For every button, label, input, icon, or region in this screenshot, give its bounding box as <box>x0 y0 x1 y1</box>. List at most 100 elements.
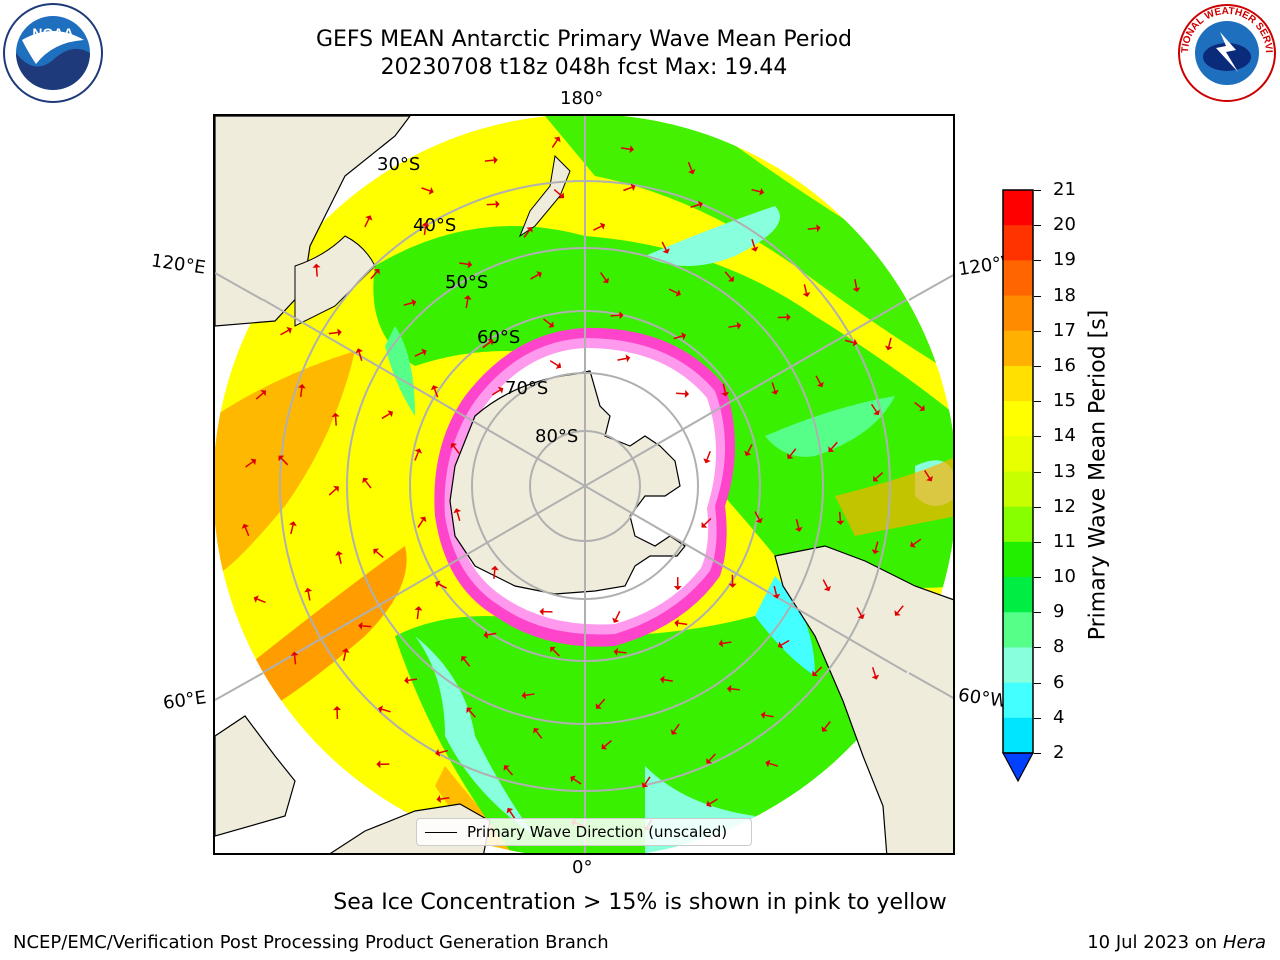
colorbar <box>1002 189 1034 783</box>
wave-direction-arrow <box>312 263 321 277</box>
colorbar-band <box>1003 577 1033 613</box>
wave-direction-arrows <box>241 136 933 831</box>
colorbar-tick-label: 4 <box>1053 706 1065 728</box>
wave-direction-arrow <box>612 610 621 623</box>
colorbar-tick <box>1034 190 1041 191</box>
lat-label-30: 30°S <box>377 154 420 175</box>
noaa-logo: NOAA <box>3 3 103 103</box>
wave-direction-arrow <box>873 471 884 482</box>
polar-map: 30°S 40°S 50°S 60°S 70°S 80°S <box>213 114 955 855</box>
map-svg: 30°S 40°S 50°S 60°S 70°S 80°S <box>215 116 953 853</box>
wave-direction-arrow <box>641 776 651 788</box>
wave-direction-arrow <box>304 587 313 601</box>
wave-direction-arrow <box>690 200 703 209</box>
colorbar-tick-label: 9 <box>1053 601 1065 623</box>
graticule <box>215 116 953 853</box>
wave-direction-arrow <box>595 698 606 709</box>
wave-direction-arrow <box>794 519 803 532</box>
wave-direction-arrow <box>750 238 759 252</box>
wave-direction-arrow <box>836 511 845 525</box>
wave-direction-arrow <box>484 156 498 165</box>
wave-direction-arrow <box>871 541 880 555</box>
wave-direction-arrow <box>503 765 514 776</box>
lat-label-60: 60°S <box>477 327 520 348</box>
colorbar-tick <box>1034 330 1041 332</box>
wave-direction-arrow <box>482 339 494 349</box>
colorbar-band <box>1003 225 1033 261</box>
colorbar-tick-label: 8 <box>1053 636 1065 658</box>
lon-label-60e: 60°E <box>161 687 208 714</box>
sea-ice-note: Sea Ice Concentration > 15% is shown in … <box>333 890 947 915</box>
colorbar-band <box>1003 717 1033 754</box>
colorbar-tick <box>1034 577 1041 579</box>
colorbar-band <box>1003 612 1033 648</box>
lon-label-120e: 120°E <box>149 250 207 279</box>
wave-direction-arrow <box>670 723 680 735</box>
wave-direction-arrow <box>771 382 779 395</box>
wave-direction-arrow <box>760 711 774 720</box>
wave-direction-arrow <box>289 521 297 535</box>
wave-direction-arrow <box>914 401 925 412</box>
wave-direction-arrow <box>373 548 384 558</box>
wave-direction-arrow <box>623 183 636 192</box>
footer-credit: NCEP/EMC/Verification Post Processing Pr… <box>13 932 609 953</box>
wave-direction-arrow <box>414 448 423 461</box>
chart-subtitle: 20230708 t18z 048h fcst Max: 19.44 <box>380 55 788 80</box>
wave-direction-arrow <box>765 759 779 768</box>
colorbar-tick <box>1034 506 1041 508</box>
wave-direction-arrow <box>459 260 473 269</box>
colorbar-tick <box>1034 401 1041 403</box>
wave-direction-arrow <box>245 458 257 468</box>
wave-direction-arrow <box>341 648 350 662</box>
colorbar-tick <box>1034 225 1041 227</box>
colorbar-band <box>1003 541 1033 578</box>
wave-direction-arrow <box>450 443 460 454</box>
colorbar-tick <box>1034 365 1041 367</box>
wave-direction-arrow <box>364 215 373 228</box>
wave-direction-arrow <box>772 585 781 599</box>
wave-direction-arrow <box>553 189 565 199</box>
wave-direction-arrow <box>483 630 497 639</box>
wave-direction-arrow <box>460 656 471 667</box>
wave-direction-arrow <box>726 684 740 693</box>
wave-direction-arrow <box>486 200 500 209</box>
colorbar-tick <box>1034 295 1041 297</box>
colorbar-tick <box>1034 753 1041 754</box>
wave-direction-arrow <box>593 222 606 231</box>
colorbar-band <box>1003 260 1033 297</box>
colorbar-tick-label: 15 <box>1053 390 1076 412</box>
wave-direction-arrow <box>551 136 561 148</box>
wave-direction-arrow <box>856 607 865 620</box>
wave-direction-arrow <box>852 279 861 293</box>
wave-direction-arrow <box>328 486 339 496</box>
wave-direction-arrow <box>570 775 582 785</box>
wave-direction-arrow <box>539 607 553 616</box>
colorbar-tick <box>1034 436 1041 438</box>
colorbar-extend-triangle <box>1002 752 1034 783</box>
colorbar-tick-label: 10 <box>1053 566 1076 588</box>
colorbar-tick-label: 11 <box>1053 530 1076 552</box>
colorbar-tick-label: 16 <box>1053 354 1076 376</box>
wave-direction-arrow <box>894 605 904 616</box>
wave-direction-arrow <box>802 284 811 297</box>
wave-direction-arrow <box>253 595 266 604</box>
wave-direction-arrow <box>435 580 447 589</box>
colorbar-tick-label: 19 <box>1053 249 1076 271</box>
lat-label-70: 70°S <box>505 378 548 399</box>
lon-label-0: 0° <box>572 857 593 878</box>
wave-direction-arrow <box>728 574 737 588</box>
footer-date: 10 Jul 2023 on Hera <box>1087 932 1266 953</box>
wave-direction-arrow <box>870 403 880 416</box>
colorbar-band <box>1003 506 1033 543</box>
colorbar-frame <box>1002 189 1034 754</box>
wave-direction-arrow <box>278 455 289 466</box>
colorbar-tick-label: 6 <box>1053 671 1065 693</box>
wave-direction-arrow <box>280 326 292 336</box>
wave-direction-arrow <box>822 579 831 592</box>
wave-direction-arrow <box>421 187 434 195</box>
wave-direction-arrow <box>910 538 922 548</box>
wave-direction-arrow <box>721 383 730 397</box>
colorbar-band <box>1003 471 1033 508</box>
wave-direction-arrow <box>491 386 504 396</box>
colorbar-tick-label: 20 <box>1053 214 1076 236</box>
